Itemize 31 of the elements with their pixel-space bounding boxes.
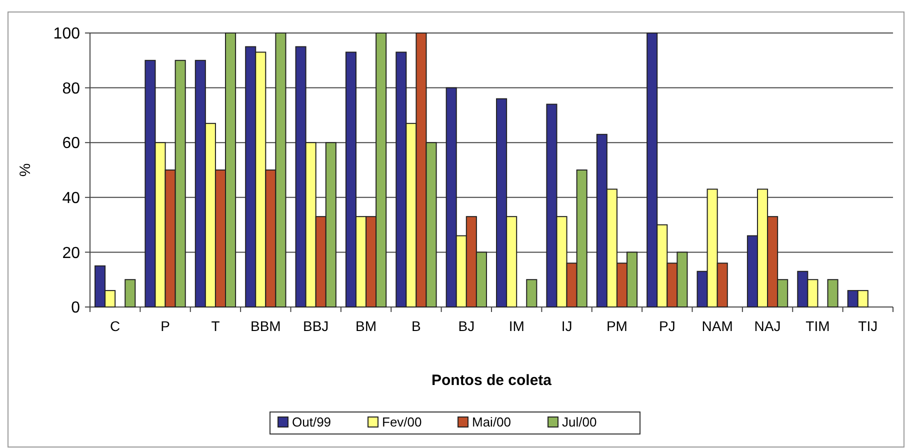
y-tick-label: 100	[53, 26, 80, 43]
x-tick-label: PM	[606, 318, 628, 334]
y-tick-label: 40	[62, 190, 80, 207]
bar	[124, 279, 136, 308]
x-tick-label: B	[412, 318, 421, 334]
legend-label: Jul/00	[562, 414, 597, 430]
y-axis-title: %	[17, 163, 34, 177]
x-tick-label: P	[160, 318, 170, 334]
x-axis-title: Pontos de coleta	[431, 372, 552, 389]
legend-label: Mai/00	[472, 414, 512, 430]
legend-label: Fev/00	[382, 414, 422, 430]
x-tick-label: IM	[508, 318, 524, 334]
x-tick-label: IJ	[561, 318, 572, 334]
bar	[526, 279, 538, 308]
y-tick-label: 80	[62, 80, 80, 98]
x-tick-label: C	[110, 318, 120, 334]
x-tick-label: TIJ	[858, 318, 878, 334]
x-tick-label: BM	[356, 318, 377, 334]
legend-label: Out/99	[292, 414, 332, 430]
x-tick-label: BBM	[250, 318, 281, 334]
x-tick-label: NAJ	[754, 318, 781, 334]
bar	[827, 279, 838, 308]
x-tick-label: T	[211, 318, 220, 334]
y-tick-label: 60	[62, 135, 80, 152]
x-tick-label: BBJ	[303, 318, 329, 334]
x-tick-label: TIM	[806, 318, 830, 334]
y-tick-label: 0	[71, 300, 80, 317]
x-tick-label: PJ	[658, 318, 676, 334]
x-tick-label: BJ	[458, 318, 475, 334]
y-tick-label: 20	[62, 244, 80, 262]
x-tick-label: NAM	[702, 318, 733, 334]
